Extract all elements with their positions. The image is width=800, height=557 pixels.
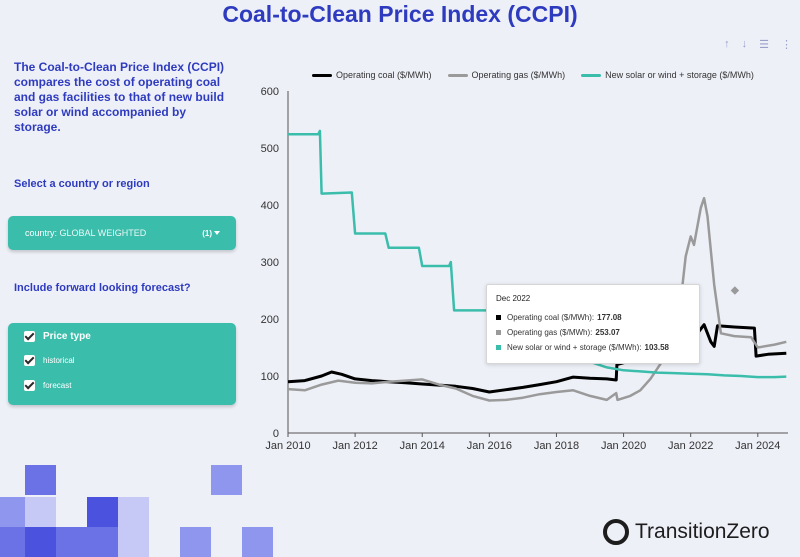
legend-label: Operating gas ($/MWh) bbox=[471, 70, 566, 80]
series-swatch-icon bbox=[496, 345, 501, 350]
legend-label: New solar or wind + storage ($/MWh) bbox=[605, 70, 754, 80]
tooltip-value: 253.07 bbox=[595, 328, 620, 337]
tooltip-label: Operating coal ($/MWh): bbox=[507, 313, 595, 322]
tooltip-row-clean: New solar or wind + storage ($/MWh): 103… bbox=[496, 343, 669, 352]
y-tick-label: 400 bbox=[261, 200, 279, 212]
price-type-header: Price type bbox=[43, 331, 91, 342]
series-line-coal[interactable] bbox=[287, 323, 787, 394]
more-options-icon[interactable]: ⋮ bbox=[781, 39, 792, 51]
series-swatch-icon bbox=[496, 315, 501, 320]
checkbox-checked-icon[interactable] bbox=[24, 355, 35, 366]
y-tick-label: 0 bbox=[273, 428, 279, 440]
decor-square bbox=[118, 497, 149, 527]
country-dropdown[interactable]: country: GLOBAL WEIGHTED (1) bbox=[8, 216, 236, 250]
price-type-all-row[interactable]: Price type bbox=[24, 331, 91, 342]
x-tick-label: Jan 2020 bbox=[601, 440, 646, 452]
checkbox-checked-icon[interactable] bbox=[24, 380, 35, 391]
x-tick-label: Jan 2022 bbox=[668, 440, 713, 452]
decor-square bbox=[180, 527, 211, 557]
x-tick-label: Jan 2010 bbox=[265, 440, 310, 452]
hover-point-marker bbox=[730, 286, 740, 295]
decor-square bbox=[25, 465, 56, 495]
y-tick-label: 300 bbox=[261, 257, 279, 269]
price-type-option-forecast[interactable]: forecast bbox=[24, 380, 71, 391]
series-line-gas[interactable] bbox=[287, 196, 787, 402]
decor-square bbox=[118, 527, 149, 557]
decor-square bbox=[242, 527, 273, 557]
index-description: The Coal-to-Clean Price Index (CCPI) com… bbox=[14, 60, 225, 134]
legend-line-icon bbox=[447, 73, 468, 77]
legend-item-clean[interactable]: New solar or wind + storage ($/MWh) bbox=[581, 70, 754, 80]
x-tick-label: Jan 2014 bbox=[400, 440, 445, 452]
decor-square bbox=[211, 465, 242, 495]
decor-square bbox=[25, 497, 56, 527]
legend-item-gas[interactable]: Operating gas ($/MWh) bbox=[447, 70, 566, 80]
logo-text: TransitionZero bbox=[635, 520, 770, 543]
price-type-option-historical[interactable]: historical bbox=[24, 355, 75, 366]
y-tick-label: 100 bbox=[261, 371, 279, 383]
country-dropdown-text: country: GLOBAL WEIGHTED bbox=[25, 228, 146, 238]
option-label: forecast bbox=[43, 381, 72, 390]
x-tick-label: Jan 2018 bbox=[534, 440, 579, 452]
tooltip-row-coal: Operating coal ($/MWh): 177.08 bbox=[496, 313, 622, 322]
x-tick-label: Jan 2012 bbox=[332, 440, 377, 452]
decor-square bbox=[56, 527, 87, 557]
country-field-name: country bbox=[25, 228, 55, 238]
x-tick-label: Jan 2016 bbox=[467, 440, 512, 452]
series-swatch-icon bbox=[496, 330, 501, 335]
selection-count-badge: (1) bbox=[202, 228, 212, 238]
decor-square bbox=[87, 527, 118, 557]
tooltip-label: New solar or wind + storage ($/MWh): bbox=[507, 343, 642, 352]
transitionzero-logo: TransitionZero bbox=[603, 519, 770, 545]
legend-label: Operating coal ($/MWh) bbox=[336, 70, 432, 80]
decor-square bbox=[87, 497, 118, 527]
country-select-label: Select a country or region bbox=[14, 178, 150, 190]
tooltip-label: Operating gas ($/MWh): bbox=[507, 328, 593, 337]
tooltip-date: Dec 2022 bbox=[496, 294, 531, 303]
chart-toolbar: ↑ ↓ ☰ ⋮ bbox=[724, 38, 792, 51]
y-tick-label: 500 bbox=[261, 143, 279, 155]
decor-square bbox=[0, 527, 25, 557]
x-tick-label: Jan 2024 bbox=[735, 440, 780, 452]
price-type-filter: Price type historical forecast bbox=[8, 323, 236, 405]
y-tick-label: 600 bbox=[261, 86, 279, 98]
caret-down-icon bbox=[214, 231, 220, 235]
logo-ring-icon bbox=[603, 519, 629, 545]
sort-descending-icon[interactable]: ↓ bbox=[741, 38, 748, 50]
forecast-label: Include forward looking forecast? bbox=[14, 282, 191, 294]
tooltip-value: 177.08 bbox=[597, 313, 622, 322]
y-tick-label: 200 bbox=[261, 314, 279, 326]
decor-square bbox=[25, 527, 56, 557]
page-title: Coal-to-Clean Price Index (CCPI) bbox=[222, 1, 578, 27]
filter-icon[interactable]: ☰ bbox=[759, 39, 769, 51]
checkbox-checked-icon[interactable] bbox=[24, 331, 35, 342]
legend-item-coal[interactable]: Operating coal ($/MWh) bbox=[312, 70, 432, 80]
decor-square bbox=[0, 497, 25, 527]
legend-line-icon bbox=[312, 73, 332, 77]
tooltip-row-gas: Operating gas ($/MWh): 253.07 bbox=[496, 328, 620, 337]
option-label: historical bbox=[43, 356, 75, 365]
legend-line-icon bbox=[581, 73, 602, 77]
tooltip-value: 103.58 bbox=[644, 343, 669, 352]
sort-ascending-icon[interactable]: ↑ bbox=[724, 38, 730, 50]
chart-legend: Operating coal ($/MWh) Operating gas ($/… bbox=[312, 70, 770, 80]
hover-tooltip: Dec 2022 Operating coal ($/MWh): 177.08 … bbox=[486, 284, 700, 364]
country-field-value: : GLOBAL WEIGHTED bbox=[54, 228, 147, 238]
